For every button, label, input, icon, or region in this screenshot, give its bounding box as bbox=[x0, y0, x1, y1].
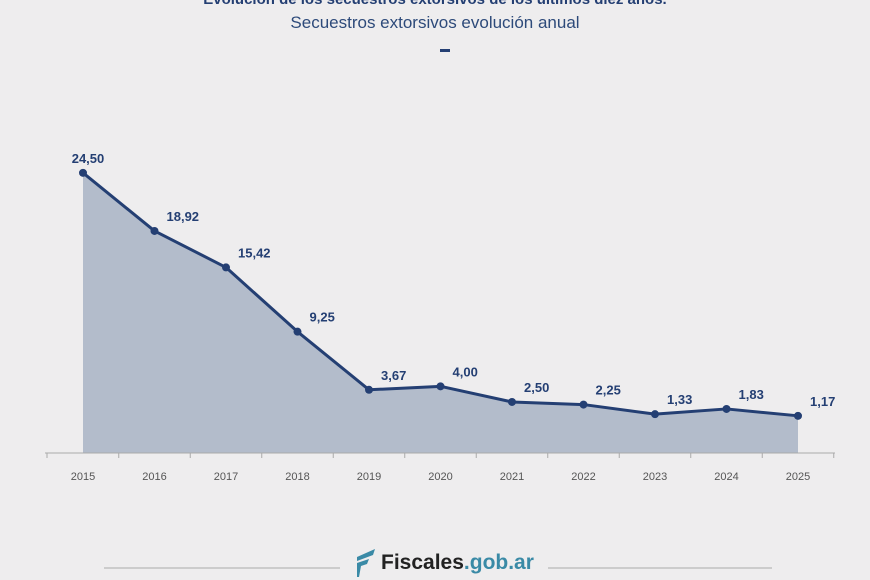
data-label: 1,83 bbox=[739, 387, 764, 402]
x-tick-label: 2024 bbox=[714, 471, 738, 483]
data-point bbox=[150, 226, 159, 235]
data-point bbox=[508, 397, 516, 406]
x-tick-label: 2021 bbox=[500, 471, 524, 483]
data-label: 2,25 bbox=[596, 383, 621, 398]
data-point bbox=[222, 263, 230, 272]
data-label: 2,50 bbox=[524, 380, 549, 395]
data-point bbox=[79, 168, 87, 177]
data-label: 15,42 bbox=[238, 245, 271, 260]
data-label: 4,00 bbox=[453, 364, 478, 379]
chart: 2015 2016 2017 2018 2019 2020 2021 2022 2023 2024… bbox=[45, 151, 835, 483]
data-point bbox=[651, 410, 659, 419]
logo-brand: Fiscales bbox=[381, 551, 464, 574]
x-tick-label: 2015 bbox=[71, 471, 95, 483]
footer-divider-right bbox=[548, 567, 772, 569]
fiscales-logo-icon bbox=[357, 549, 375, 577]
x-tick-label: 2019 bbox=[357, 471, 381, 483]
x-tick-label: 2020 bbox=[428, 471, 452, 483]
x-tick-label: 2018 bbox=[285, 471, 309, 483]
logo-domain: .gob.ar bbox=[463, 551, 534, 574]
data-label: 24,50 bbox=[72, 151, 105, 166]
data-point bbox=[293, 327, 302, 336]
data-point bbox=[579, 400, 588, 409]
x-tick-label: 2025 bbox=[786, 471, 810, 483]
fiscales-logo: Fiscales .gob.ar bbox=[355, 549, 534, 577]
data-point bbox=[794, 411, 802, 420]
data-label: 18,92 bbox=[167, 209, 200, 224]
area-fill bbox=[83, 172, 798, 453]
chart-title: Evolución de los secuestros extorsivos d… bbox=[0, 0, 870, 8]
x-tick-label: 2017 bbox=[214, 471, 238, 483]
chart-subtitle: Secuestros extorsivos evolución anual bbox=[290, 13, 580, 32]
x-tick-label: 2023 bbox=[643, 471, 667, 483]
x-tick-label: 2016 bbox=[142, 471, 166, 483]
data-point bbox=[365, 385, 373, 394]
data-label: 1,17 bbox=[810, 394, 835, 409]
divider bbox=[440, 49, 450, 52]
footer-divider-left bbox=[104, 567, 340, 569]
data-point bbox=[436, 382, 445, 391]
data-label: 9,25 bbox=[310, 310, 335, 325]
data-label: 1,33 bbox=[667, 392, 692, 407]
data-label: 3,67 bbox=[381, 368, 406, 383]
x-tick-label: 2022 bbox=[571, 471, 595, 483]
data-point bbox=[722, 404, 731, 413]
